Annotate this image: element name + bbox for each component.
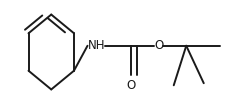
Text: O: O	[154, 39, 164, 52]
Text: NH: NH	[88, 39, 105, 52]
Text: O: O	[127, 79, 136, 92]
